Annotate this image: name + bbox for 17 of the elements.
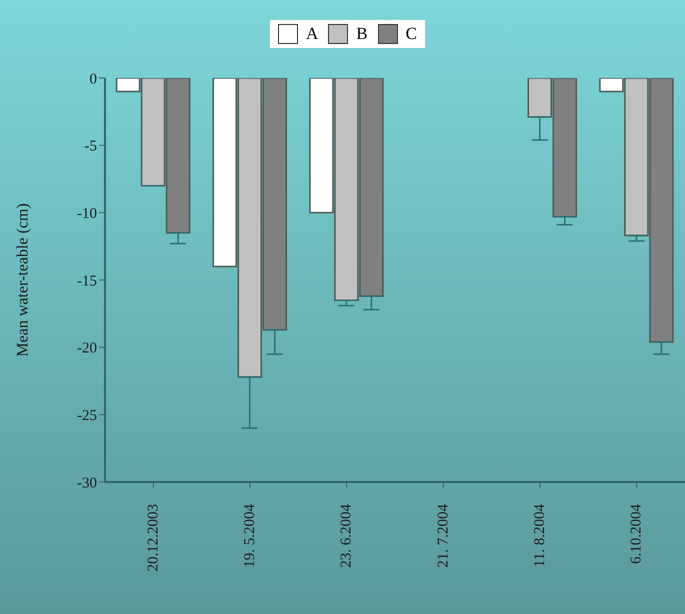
legend-label: A (306, 24, 318, 44)
y-tick-label: -20 (77, 340, 97, 357)
x-tick-label: 11. 8.2004 (532, 504, 548, 568)
x-tick-label: 21. 7.2004 (435, 504, 452, 568)
x-tick-label: 6.10.2004 (628, 504, 645, 564)
y-axis-title: Mean water-teable (cm) (14, 203, 32, 357)
y-tick-label: -25 (77, 408, 97, 424)
y-tick-label: -10 (77, 206, 97, 222)
x-tick-label: 23. 6.2004 (338, 504, 355, 568)
x-tick-label: 19. 5.2004 (242, 504, 258, 568)
text: C (406, 24, 417, 44)
y-tick-label: -5 (84, 138, 97, 155)
legend-label: B (356, 24, 368, 44)
y-tick-label: -30 (77, 475, 97, 492)
y-tick-label: -15 (77, 273, 97, 290)
x-tick-label: 20.12.2003 (145, 504, 162, 572)
y-tick-label: 0 (90, 71, 97, 88)
